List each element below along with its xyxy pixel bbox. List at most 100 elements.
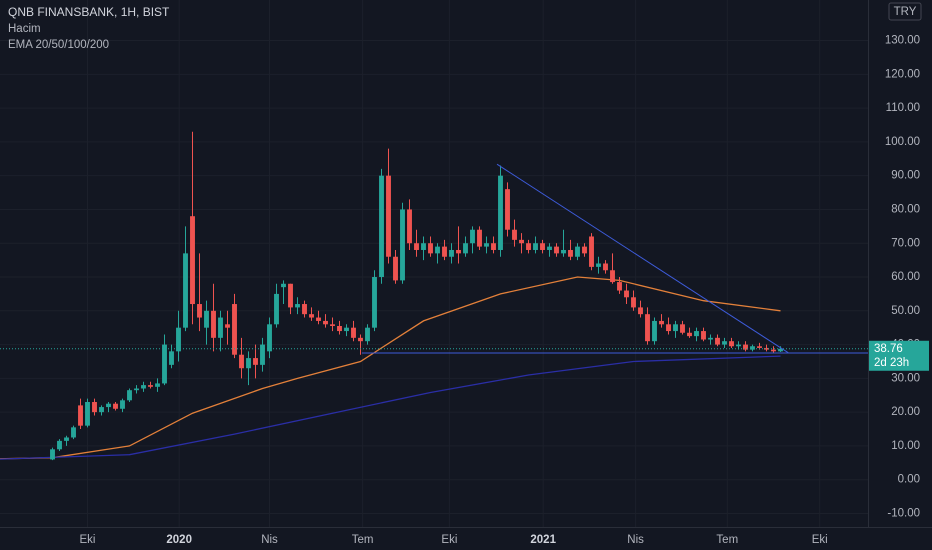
volume-label: Hacim: [8, 23, 41, 35]
candle-body: [526, 243, 531, 250]
candle-body: [323, 320, 328, 325]
y-tick-label: -10.00: [887, 508, 920, 520]
candle-body: [407, 209, 412, 244]
candle-body: [218, 317, 223, 338]
plot: [0, 131, 868, 461]
candle-body: [85, 402, 90, 426]
candle-body: [106, 403, 111, 408]
x-tick-label: Nis: [627, 534, 644, 546]
candle-body: [141, 385, 146, 389]
last-price-label: 38.76: [874, 343, 903, 355]
candle-body: [253, 358, 258, 365]
y-tick-label: 90.00: [891, 170, 920, 182]
candle-body: [701, 331, 706, 340]
candle-body: [491, 243, 496, 250]
candle-body: [232, 304, 237, 355]
axes: -10.000.0010.0020.0030.0040.0050.0060.00…: [80, 35, 929, 546]
candle-body: [470, 229, 475, 244]
currency[interactable]: TRY: [894, 6, 917, 18]
candle-body: [239, 354, 244, 369]
candle-body: [540, 243, 545, 250]
candle-body: [512, 229, 517, 240]
candle-body: [281, 283, 286, 288]
candle-body: [582, 246, 587, 254]
candle-body: [505, 189, 510, 230]
candle-body: [477, 229, 482, 247]
y-tick-label: 70.00: [891, 237, 920, 249]
x-tick-label: Nis: [261, 534, 278, 546]
symbol-title: QNB FINANSBANK, 1H, BIST: [8, 5, 170, 19]
x-tick-label: 2021: [530, 534, 556, 546]
countdown: 2d 23h: [874, 357, 909, 369]
candle-body: [484, 243, 489, 247]
candle-body: [575, 246, 580, 257]
candle-body: [708, 337, 713, 340]
candle-body: [421, 243, 426, 250]
candle-body: [666, 324, 671, 332]
candle-body: [127, 390, 132, 401]
candle-body: [673, 324, 678, 332]
y-tick-label: 0.00: [898, 474, 920, 486]
candle-body: [687, 332, 692, 337]
candle-body: [624, 290, 629, 298]
y-tick-label: 50.00: [891, 305, 920, 317]
candle-body: [309, 314, 314, 318]
candle-body: [638, 307, 643, 315]
last-price-box: [869, 340, 929, 371]
y-tick-label: 110.00: [886, 102, 920, 114]
candle-body: [134, 388, 139, 391]
x-tick-label: 2020: [166, 534, 192, 546]
y-tick-label: 10.00: [891, 440, 920, 452]
candle-body: [554, 246, 559, 254]
candle-body: [435, 246, 440, 254]
candle-body: [372, 277, 377, 328]
candle-body: [449, 249, 454, 257]
candle-body: [393, 256, 398, 281]
candle-body: [113, 403, 118, 409]
candle-body: [50, 449, 55, 460]
candle-body: [365, 327, 370, 342]
candle-body: [533, 243, 538, 250]
candle-body: [750, 346, 755, 350]
x-tick-label: Tem: [352, 534, 374, 546]
candle-body: [400, 209, 405, 281]
candle-body: [162, 344, 167, 384]
candle-body: [71, 427, 76, 438]
candle-body: [610, 270, 615, 283]
candle-body: [757, 346, 762, 348]
grid: [0, 0, 868, 527]
candle-body: [267, 324, 272, 352]
candle-body: [295, 304, 300, 308]
candle-body: [64, 437, 69, 441]
candle-body: [211, 310, 216, 338]
candle-body: [589, 236, 594, 267]
candle-body: [694, 331, 699, 337]
candle-body: [519, 239, 524, 244]
candle-body: [330, 324, 335, 326]
candle-body: [316, 317, 321, 321]
candle-body: [190, 216, 195, 305]
candle-body: [659, 320, 664, 325]
candle-body: [603, 263, 608, 271]
y-tick-label: 130.00: [885, 35, 920, 47]
candle-body: [764, 347, 769, 350]
ema-line: [0, 355, 781, 460]
candle-body: [561, 249, 566, 254]
candle-body: [197, 304, 202, 318]
candle-body: [169, 351, 174, 365]
candle-body: [645, 314, 650, 342]
candle-body: [715, 337, 720, 345]
candle-body: [204, 310, 209, 328]
y-tick-label: 120.00: [885, 68, 920, 80]
candle-body: [736, 344, 741, 347]
candle-body: [225, 324, 230, 328]
candle-body: [729, 341, 734, 347]
y-tick-label: 100.00: [885, 136, 920, 148]
candle-body: [57, 440, 62, 450]
currency-box[interactable]: [888, 2, 922, 21]
candle-body: [617, 282, 622, 291]
candle-body: [246, 358, 251, 369]
candle-body: [568, 249, 573, 257]
